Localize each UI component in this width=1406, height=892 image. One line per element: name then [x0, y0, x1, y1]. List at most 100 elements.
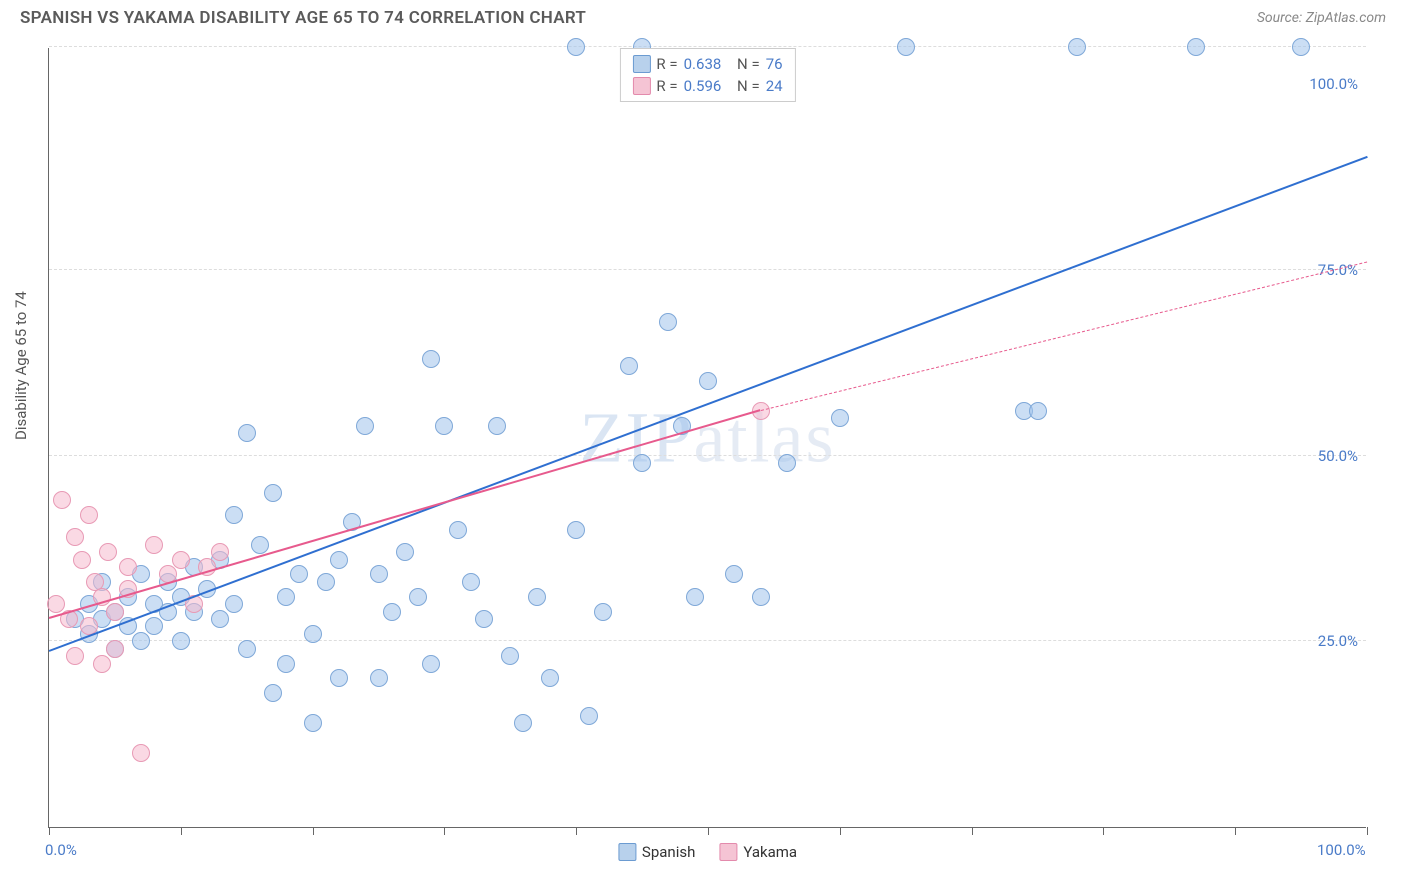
scatter-point [778, 454, 796, 472]
scatter-point [172, 632, 190, 650]
xaxis-label: 0.0% [45, 841, 77, 859]
scatter-point [106, 640, 124, 658]
swatch-spanish [618, 843, 636, 861]
yaxis-title: Disability Age 65 to 74 [12, 291, 30, 440]
scatter-point [435, 417, 453, 435]
swatch-yakama [632, 77, 650, 95]
scatter-point [409, 588, 427, 606]
scatter-point [541, 669, 559, 687]
gridline [49, 269, 1366, 270]
scatter-point [304, 625, 322, 643]
trend-line [49, 157, 1368, 653]
scatter-point [620, 357, 638, 375]
legend-correlation-box: R = 0.638 N = 76 R = 0.596 N = 24 [619, 48, 795, 102]
scatter-point [80, 506, 98, 524]
scatter-point [567, 521, 585, 539]
scatter-point [47, 595, 65, 613]
xtick [313, 827, 314, 835]
scatter-point [132, 744, 150, 762]
scatter-point [106, 603, 124, 621]
xtick [576, 827, 577, 835]
yaxis-label: 75.0% [1318, 261, 1358, 279]
scatter-point [53, 491, 71, 509]
scatter-point [659, 313, 677, 331]
scatter-point [290, 565, 308, 583]
scatter-point [330, 669, 348, 687]
scatter-point [99, 543, 117, 561]
scatter-point [251, 536, 269, 554]
scatter-point [119, 558, 137, 576]
gridline [49, 455, 1366, 456]
scatter-point [396, 543, 414, 561]
scatter-point [514, 714, 532, 732]
chart-plot-area: ZIPatlas R = 0.638 N = 76 R = 0.596 N = … [48, 48, 1366, 828]
n-label: N = [737, 55, 760, 73]
scatter-point [567, 38, 585, 56]
scatter-point [93, 655, 111, 673]
legend-row-spanish: R = 0.638 N = 76 [632, 53, 782, 75]
xtick [840, 827, 841, 835]
scatter-point [145, 617, 163, 635]
legend-label-yakama: Yakama [743, 843, 797, 861]
xtick [1235, 827, 1236, 835]
xaxis-label: 100.0% [1317, 841, 1366, 859]
xtick [1103, 827, 1104, 835]
scatter-point [238, 424, 256, 442]
scatter-point [897, 38, 915, 56]
legend-item-yakama: Yakama [719, 843, 797, 861]
scatter-point [699, 372, 717, 390]
scatter-point [475, 610, 493, 628]
yaxis-label: 100.0% [1309, 75, 1358, 93]
scatter-point [264, 484, 282, 502]
chart-header: SPANISH VS YAKAMA DISABILITY AGE 65 TO 7… [0, 0, 1406, 32]
chart-source: Source: ZipAtlas.com [1257, 10, 1386, 26]
r-label: R = [656, 55, 677, 73]
xtick [181, 827, 182, 835]
xtick [444, 827, 445, 835]
swatch-spanish [632, 55, 650, 73]
scatter-point [211, 610, 229, 628]
trend-line [49, 409, 761, 619]
swatch-yakama [719, 843, 737, 861]
scatter-point [264, 684, 282, 702]
scatter-point [225, 506, 243, 524]
chart-title: SPANISH VS YAKAMA DISABILITY AGE 65 TO 7… [20, 8, 586, 28]
scatter-point [172, 551, 190, 569]
n-value-spanish: 76 [766, 55, 783, 73]
scatter-point [383, 603, 401, 621]
r-value-yakama: 0.596 [684, 77, 722, 95]
xtick [49, 827, 50, 835]
legend-series: Spanish Yakama [618, 843, 797, 861]
scatter-point [73, 551, 91, 569]
xtick [1367, 827, 1368, 835]
scatter-point [1292, 38, 1310, 56]
xtick [972, 827, 973, 835]
scatter-point [528, 588, 546, 606]
legend-label-spanish: Spanish [642, 843, 695, 861]
scatter-point [580, 707, 598, 725]
n-label: N = [737, 77, 760, 95]
scatter-point [356, 417, 374, 435]
scatter-point [317, 573, 335, 591]
n-value-yakama: 24 [766, 77, 783, 95]
scatter-point [725, 565, 743, 583]
scatter-point [1068, 38, 1086, 56]
r-value-spanish: 0.638 [684, 55, 722, 73]
scatter-point [66, 647, 84, 665]
scatter-point [277, 655, 295, 673]
scatter-point [370, 669, 388, 687]
xtick [708, 827, 709, 835]
legend-item-spanish: Spanish [618, 843, 695, 861]
scatter-point [1187, 38, 1205, 56]
yaxis-label: 50.0% [1318, 447, 1358, 465]
scatter-point [238, 640, 256, 658]
scatter-point [686, 588, 704, 606]
scatter-point [488, 417, 506, 435]
scatter-point [225, 595, 243, 613]
trend-line [761, 261, 1368, 411]
scatter-point [462, 573, 480, 591]
gridline [49, 46, 1366, 47]
scatter-point [594, 603, 612, 621]
scatter-point [449, 521, 467, 539]
scatter-point [1029, 402, 1047, 420]
